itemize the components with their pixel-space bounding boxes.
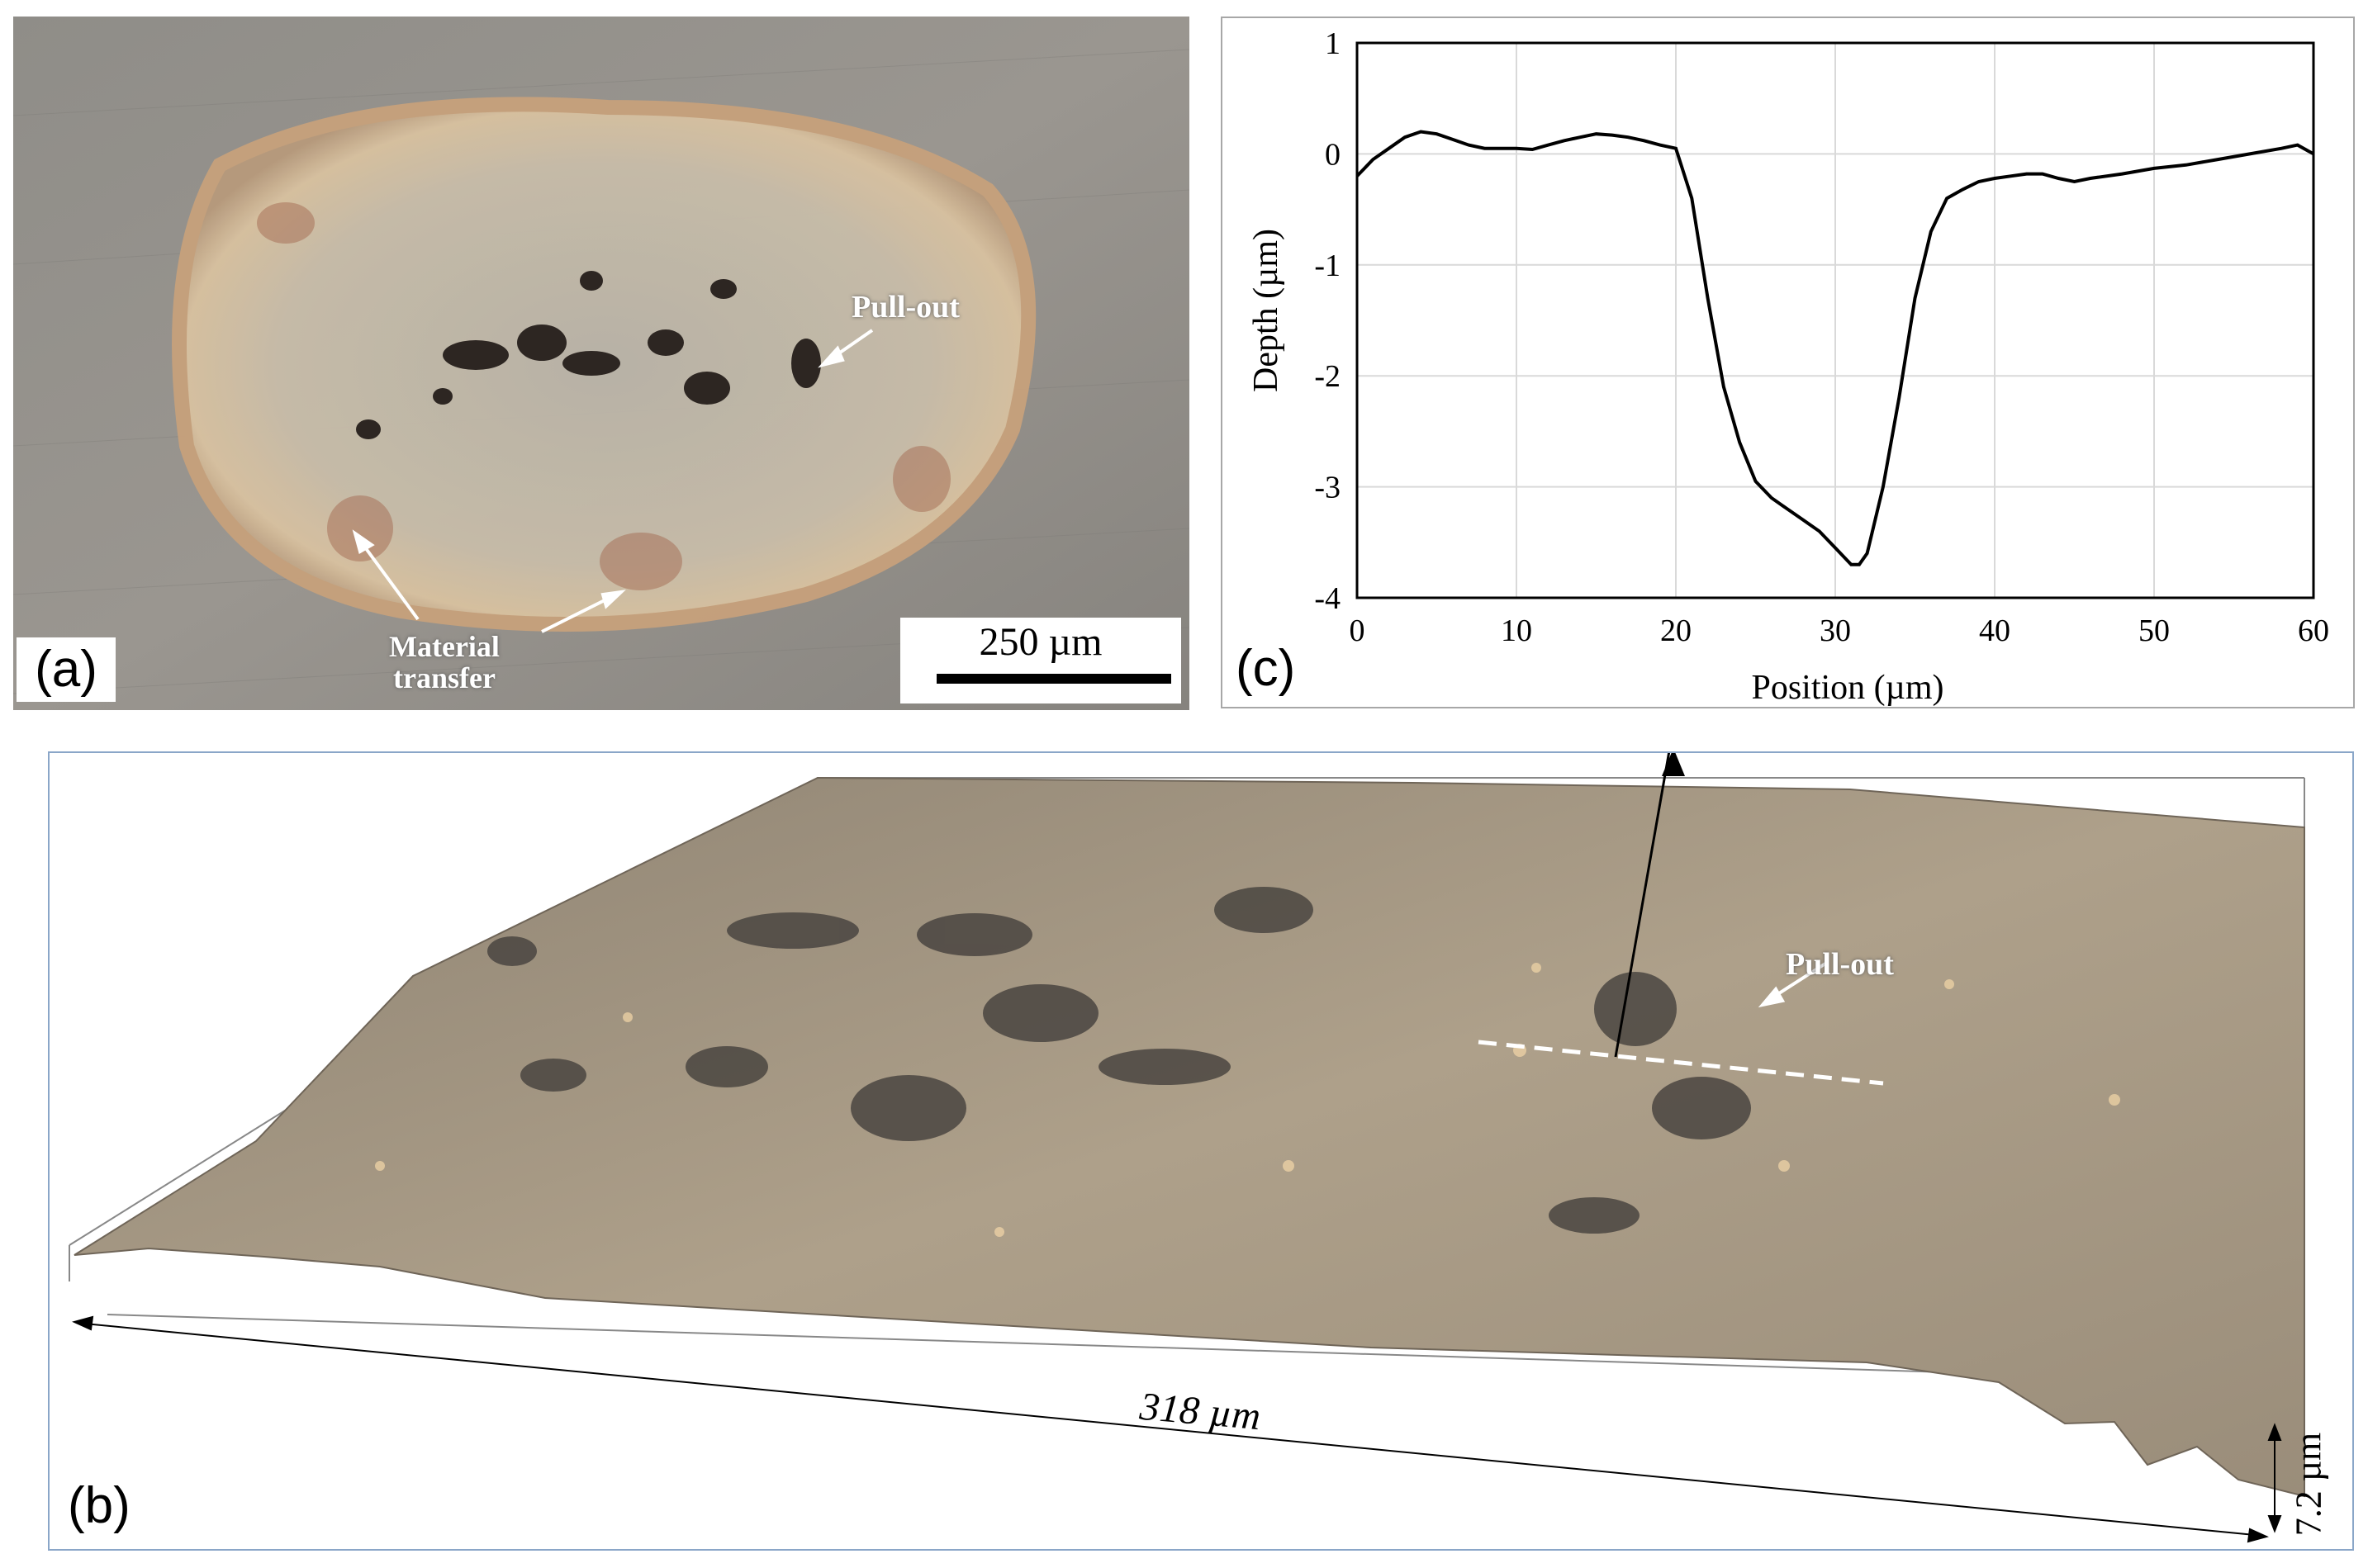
chart-grid [1356, 42, 2314, 599]
panel-letter-a: (a) [17, 637, 116, 702]
y-tick-label: -3 [1314, 471, 1341, 505]
micrograph-panel-a: Pull-out Material transfer (a) 250 µm [13, 17, 1189, 710]
y-tick-label: -2 [1314, 359, 1341, 394]
x-tick-label: 0 [1350, 613, 1365, 648]
scale-bar-box: 250 µm [900, 618, 1181, 703]
y-axis-label: Depth (µm) [1247, 229, 1285, 392]
depth-profile-line [1355, 130, 2314, 566]
y-tick-label: -4 [1314, 581, 1341, 616]
x-tick-label: 60 [2298, 613, 2329, 648]
profile-section-line [1478, 1040, 1884, 1086]
y-tick-label: -1 [1314, 249, 1341, 283]
height-dimension-label: 7.2 µm [2288, 1432, 2329, 1537]
scale-bar [937, 674, 1171, 684]
x-tick-label: 20 [1660, 613, 1692, 648]
x-tick-label: 30 [1820, 613, 1851, 648]
scale-bar-label: 250 µm [979, 620, 1103, 664]
depth-profile-panel-c: 0 10 20 30 40 50 60 1 0 -1 -2 -3 -4 Position (µm) De… [1221, 17, 2355, 708]
y-tick-label: 0 [1325, 137, 1341, 172]
annotation-material-transfer-line2: transfer [393, 661, 496, 694]
surface-3d-panel-b: Pull-out 318 µm 7.2 µm (b) [48, 751, 2354, 1551]
y-tick-label: 1 [1325, 26, 1341, 61]
arrowhead-to-chart [1662, 753, 1685, 776]
annotation-material-transfer-line1: Material [389, 630, 500, 663]
chart-axes [1355, 41, 2315, 599]
surface-3d-render [69, 753, 2305, 1543]
panel-letter-c: (c) [1236, 640, 1295, 697]
annotation-pullout-b: Pull-out [1786, 947, 1894, 982]
micrograph-image [13, 17, 1189, 710]
annotation-pullout-a: Pull-out [852, 290, 960, 324]
x-tick-label: 50 [2138, 613, 2170, 648]
x-axis-label: Position (µm) [1751, 669, 1943, 707]
x-tick-label: 10 [1501, 613, 1532, 648]
x-tick-label: 40 [1979, 613, 2010, 648]
panel-letter-b: (b) [68, 1477, 131, 1534]
plot-frame [1355, 41, 2315, 599]
